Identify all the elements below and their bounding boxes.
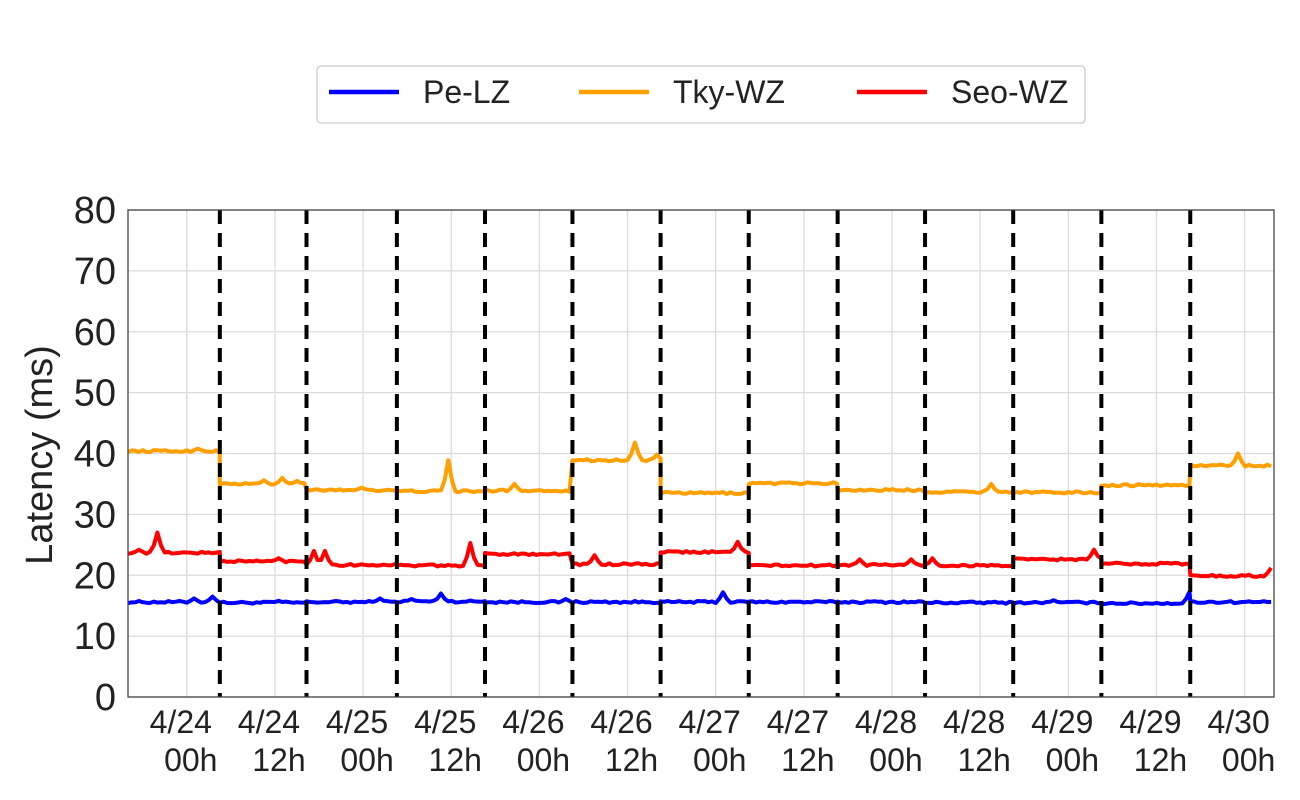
x-tick-hour: 00h — [1046, 742, 1099, 778]
series-lines — [127, 440, 1273, 607]
y-tick-label: 20 — [74, 555, 116, 597]
x-tick-label: 4/29 12h — [1119, 704, 1187, 778]
x-tick-label: 4/30 00h — [1207, 704, 1275, 778]
series-line-tky-wz — [127, 440, 1272, 497]
x-tick-hour: 12h — [252, 742, 305, 778]
legend-box — [316, 65, 1086, 124]
x-tick-hour: 12h — [957, 742, 1010, 778]
plot-border — [127, 209, 1275, 698]
grid — [128, 209, 1274, 698]
x-tick-hour: 12h — [429, 742, 482, 778]
x-tick-date: 4/27 — [767, 704, 829, 740]
y-tick-label: 40 — [74, 434, 116, 476]
x-tick-label: 4/26 12h — [590, 704, 658, 778]
x-tick-date: 4/26 — [502, 704, 564, 740]
x-tick-date: 4/25 — [326, 704, 388, 740]
x-tick-date: 4/24 — [150, 704, 212, 740]
y-tick-label: 10 — [74, 616, 116, 658]
series-line-seo-wz — [127, 530, 1273, 579]
plot-frame — [127, 209, 1275, 698]
x-tick-date: 4/28 — [943, 704, 1005, 740]
x-tick-hour: 12h — [605, 742, 658, 778]
y-tick-label: 0 — [95, 677, 116, 719]
x-tick-hour: 00h — [1222, 742, 1275, 778]
x-tick-label: 4/29 00h — [1031, 704, 1099, 778]
y-tick-label: 60 — [74, 312, 116, 354]
y-axis-ticks: 0 10 20 30 40 50 60 70 80 — [74, 190, 116, 719]
x-tick-date: 4/27 — [679, 704, 741, 740]
x-tick-date: 4/29 — [1119, 704, 1181, 740]
x-tick-label: 4/28 00h — [855, 704, 923, 778]
y-tick-label: 30 — [74, 494, 116, 536]
x-tick-hour: 00h — [869, 742, 922, 778]
y-axis-label: Latency (ms) — [19, 345, 61, 565]
y-tick-label: 70 — [74, 251, 116, 293]
x-tick-hour: 00h — [693, 742, 746, 778]
x-tick-hour: 12h — [781, 742, 834, 778]
x-tick-label: 4/27 12h — [767, 704, 835, 778]
day-boundary-lines — [217, 210, 1193, 697]
legend: Pe-LZ Tky-WZ Seo-WZ — [316, 65, 1086, 124]
x-tick-label: 4/25 12h — [414, 704, 482, 778]
legend-label: Pe-LZ — [423, 74, 510, 110]
x-tick-label: 4/24 00h — [150, 704, 218, 778]
x-tick-hour: 00h — [517, 742, 570, 778]
x-tick-date: 4/29 — [1031, 704, 1093, 740]
x-tick-date: 4/30 — [1207, 704, 1269, 740]
x-tick-label: 4/26 00h — [502, 704, 570, 778]
x-tick-label: 4/27 00h — [679, 704, 747, 778]
x-tick-hour: 12h — [1134, 742, 1187, 778]
x-tick-date: 4/24 — [238, 704, 300, 740]
x-tick-label: 4/28 12h — [943, 704, 1011, 778]
y-tick-label: 50 — [74, 373, 116, 415]
x-tick-date: 4/26 — [590, 704, 652, 740]
x-tick-label: 4/25 00h — [326, 704, 394, 778]
y-tick-label: 80 — [74, 190, 116, 232]
x-tick-date: 4/25 — [414, 704, 476, 740]
x-tick-label: 4/24 12h — [238, 704, 306, 778]
x-tick-hour: 00h — [340, 742, 393, 778]
legend-label: Seo-WZ — [951, 74, 1068, 110]
x-tick-hour: 00h — [164, 742, 217, 778]
legend-label: Tky-WZ — [673, 74, 785, 110]
x-tick-date: 4/28 — [855, 704, 917, 740]
series-line-pe-lz — [127, 589, 1272, 607]
